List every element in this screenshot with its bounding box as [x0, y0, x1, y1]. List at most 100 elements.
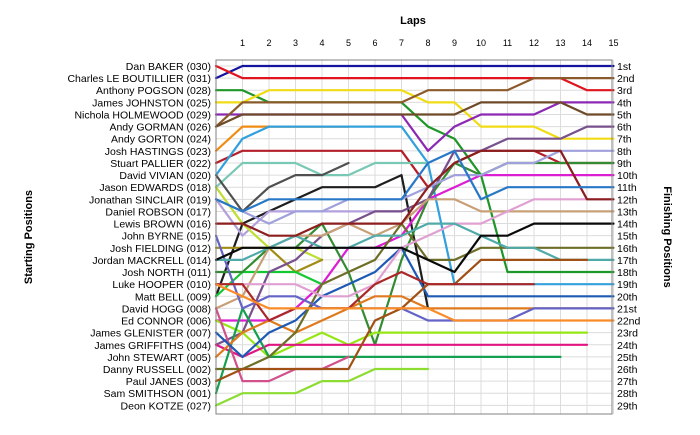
starting-position-label: Josh NORTH (011): [122, 267, 211, 279]
starting-position-label: James GLENISTER (007): [90, 328, 211, 340]
starting-position-label: Ed CONNOR (006): [121, 316, 211, 328]
x-tick-label: 1: [240, 38, 245, 48]
finishing-position-label: 7th: [617, 134, 632, 146]
finishing-position-label: 18th: [617, 267, 638, 279]
starting-position-label: Anthony POGSON (028): [96, 85, 211, 97]
starting-position-label: Nichola HOLMEWOOD (029): [74, 109, 211, 121]
finishing-position-label: 1st: [617, 61, 631, 73]
finishing-position-label: 17th: [617, 255, 638, 267]
series-line: [214, 149, 615, 237]
series-line: [214, 64, 615, 80]
x-tick-label: 4: [319, 38, 324, 48]
series-line: [214, 198, 615, 298]
x-tick-label: 3: [293, 38, 298, 48]
starting-position-label: Josh FIELDING (012): [110, 243, 211, 255]
plot-frame: [215, 59, 613, 415]
finishing-position-label: 29th: [617, 400, 638, 412]
finishing-position-label: 19th: [617, 279, 638, 291]
series-line: [214, 283, 615, 322]
series-line: [214, 149, 615, 213]
starting-position-label: Jason EDWARDS (018): [99, 182, 211, 194]
x-tick-labels: 1 2 3 4 5 6 7 8 9 10 11 12 13 14 15: [240, 38, 619, 48]
series-line: [214, 307, 562, 395]
starting-position-label: Charles LE BOUTILLIER (031): [67, 73, 211, 85]
starting-position-label: David VIVIAN (020): [119, 170, 211, 182]
finishing-position-label: 6th: [617, 122, 632, 134]
starting-position-label: James GRIFFITHS (004): [94, 340, 211, 352]
finishing-position-label: 14th: [617, 219, 638, 231]
finishing-position-label: 3rd: [617, 85, 632, 97]
right-axis-title: Finishing Positions: [661, 186, 673, 287]
series-line: [214, 234, 615, 322]
x-tick-label: 13: [555, 38, 565, 48]
series-line: [214, 149, 615, 225]
x-tick-label: 15: [608, 38, 618, 48]
starting-position-label: Luke HOOPER (010): [112, 279, 211, 291]
finishing-position-labels: 1st2nd3rd4th5th6th7th8th9th10th11th12th1…: [617, 61, 641, 412]
left-axis-title: Starting Positions: [23, 190, 35, 284]
finishing-position-label: 21st: [617, 303, 637, 315]
finishing-position-label: 9th: [617, 158, 632, 170]
finishing-position-label: 23rd: [617, 328, 638, 340]
starting-position-label: Jordan MACKRELL (014): [92, 255, 211, 267]
starting-position-label: David HOGG (008): [122, 303, 211, 315]
finishing-position-label: 16th: [617, 243, 638, 255]
series-line: [214, 77, 615, 128]
finishing-position-label: 2nd: [617, 73, 635, 85]
x-tick-label: 7: [399, 38, 404, 48]
series-line: [214, 222, 615, 261]
starting-position-label: Daniel ROBSON (017): [105, 206, 211, 218]
finishing-position-label: 10th: [617, 170, 638, 182]
series-line: [214, 246, 615, 358]
finishing-position-label: 22nd: [617, 316, 641, 328]
x-axis-title: Laps: [400, 15, 426, 27]
finishing-position-label: 20th: [617, 291, 638, 303]
series-line: [214, 101, 615, 128]
x-tick-label: 6: [372, 38, 377, 48]
finishing-position-label: 28th: [617, 388, 638, 400]
finishing-position-label: 24th: [617, 340, 638, 352]
starting-position-label: Deon KOTZE (027): [121, 400, 211, 412]
series-line: [214, 319, 589, 358]
starting-position-label: Danny RUSSELL (002): [103, 364, 211, 376]
starting-position-labels: Dan BAKER (030)Charles LE BOUTILLIER (03…: [67, 61, 211, 412]
finishing-position-label: 27th: [617, 376, 638, 388]
starting-position-label: Paul JANES (003): [126, 376, 211, 388]
x-tick-label: 14: [582, 38, 592, 48]
starting-position-label: Dan BAKER (030): [126, 61, 211, 73]
finishing-position-label: 15th: [617, 231, 638, 243]
starting-position-label: Lewis BROWN (016): [114, 219, 211, 231]
starting-position-label: John BYRNE (015): [122, 231, 211, 243]
starting-position-label: Andy GORMAN (026): [109, 122, 211, 134]
starting-position-label: James JOHNSTON (025): [92, 97, 211, 109]
series-line: [214, 161, 350, 213]
starting-position-label: Jonathan SINCLAIR (019): [89, 194, 211, 206]
x-tick-label: 9: [452, 38, 457, 48]
finishing-position-label: 25th: [617, 352, 638, 364]
starting-position-label: John STEWART (005): [107, 352, 211, 364]
series-line: [214, 367, 430, 407]
driver-series: [214, 64, 615, 407]
series-line: [214, 222, 615, 274]
x-tick-label: 5: [346, 38, 351, 48]
series-line: [214, 343, 589, 358]
finishing-position-label: 8th: [617, 146, 632, 158]
x-tick-label: 10: [476, 38, 486, 48]
starting-position-label: Josh HASTINGS (023): [105, 146, 211, 158]
finishing-position-label: 26th: [617, 364, 638, 376]
starting-position-label: Stuart PALLIER (022): [110, 158, 211, 170]
finishing-position-label: 13th: [617, 206, 638, 218]
starting-position-label: Sam SMITHSON (001): [104, 388, 211, 400]
finishing-position-label: 4th: [617, 97, 632, 109]
x-tick-label: 12: [529, 38, 539, 48]
finishing-position-label: 5th: [617, 109, 632, 121]
finishing-position-label: 11th: [617, 182, 637, 194]
series-line: [214, 270, 536, 322]
starting-position-label: Andy GORTON (024): [111, 134, 211, 146]
starting-position-label: Matt BELL (009): [135, 291, 211, 303]
x-tick-label: 8: [425, 38, 430, 48]
series-line: [214, 125, 615, 286]
finishing-position-label: 12th: [617, 194, 638, 206]
series-line: [214, 174, 430, 310]
